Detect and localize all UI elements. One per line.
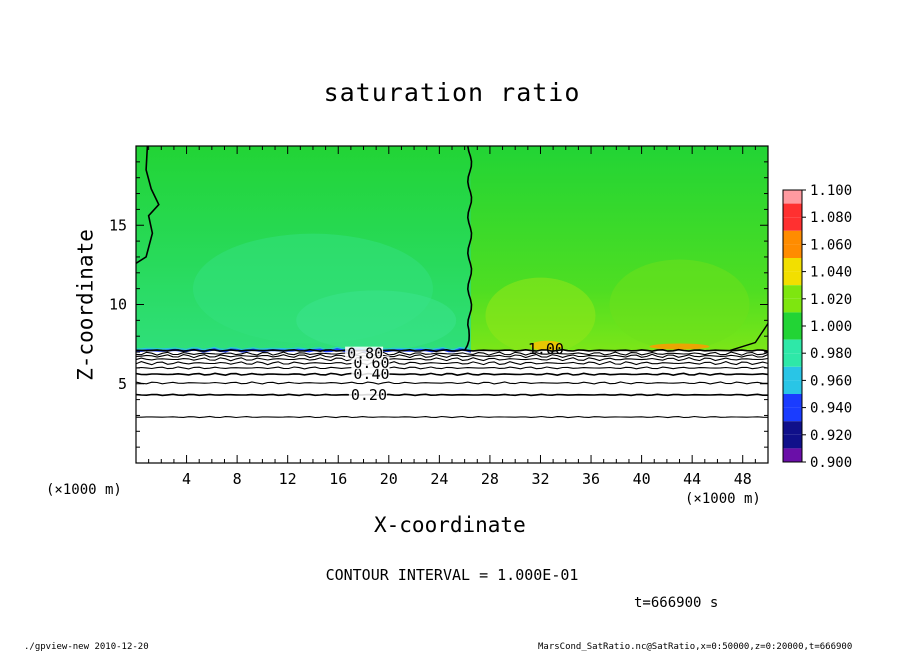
colorbar-swatch [783,421,802,435]
y-tick-label: 15 [109,216,127,234]
field-patch [609,259,750,350]
field-patch [649,343,710,350]
y-tick-label: 10 [109,296,127,314]
footer-right: MarsCond_SatRatio.nc@SatRatio,x=0:50000,… [538,642,853,652]
x-tick-label: 4 [182,470,191,488]
x-tick-label: 20 [380,470,398,488]
y-axis: 5 10 15 [109,145,768,464]
x-tick-label: 32 [531,470,549,488]
contour-line [136,372,768,377]
colorbar-swatch [783,448,802,462]
contour-label: 0.80 [347,345,383,363]
colorbar-label: 1.100 [810,183,852,199]
contour-label-bg [345,346,384,360]
x-axis-unit-right: (×1000 m) [685,491,761,507]
field-patch [296,290,457,351]
field-patch [485,277,596,354]
colorbar-swatch [783,271,802,286]
colorbar-label: 0.960 [810,373,852,389]
x-tick-label: 36 [582,470,600,488]
colorbar-label: 1.080 [810,210,852,226]
colorbar-swatch [783,339,802,354]
footer-left: ./gpview-new 2010-12-20 [24,642,149,652]
boundary-band-cyan [136,346,472,351]
contour-line-right [729,323,768,352]
colorbar-swatch [783,353,802,367]
contour-line-vertical [463,146,473,351]
colorbar-swatch [783,380,802,394]
chart-title: saturation ratio [323,78,581,107]
y-tick-label: 5 [118,375,127,393]
colorbar-swatch [783,366,802,381]
colorbar-swatch [783,407,802,422]
colorbar-swatch [783,434,802,449]
colorbar-swatch [783,230,802,245]
colorbar-label: 0.900 [810,455,852,471]
colorbar-swatch [783,217,802,231]
contour-line-left [136,146,160,264]
colorbar-label: 1.020 [810,292,852,308]
contour-line [136,361,768,366]
contour-line-1.00 [136,348,768,353]
colorbar-swatch [783,244,802,258]
field-patch [530,340,563,351]
x-tick-label: 12 [279,470,297,488]
contour-line [136,357,768,362]
contour-label-bg [348,387,387,401]
x-axis: 4 8 12 16 20 24 28 32 36 40 44 48 [135,146,769,488]
contour-line [136,393,768,397]
y-axis-label: Z-coordinate [73,229,98,381]
colorbar-swatch [783,312,802,326]
contour-line [136,351,768,356]
field-region-low [136,350,768,463]
contour-interval-text: CONTOUR INTERVAL = 1.000E-01 [325,566,579,584]
colorbar-swatch [783,203,802,218]
contour-line [136,415,768,419]
x-tick-label: 24 [430,470,448,488]
contour-label: 0.40 [353,365,389,383]
colorbar-swatch [783,326,802,340]
colorbar-label: 0.940 [810,401,852,417]
contour-line [136,353,768,359]
x-axis-label: X-coordinate [374,513,526,537]
x-tick-label: 48 [734,470,752,488]
colorbar-label: 1.040 [810,265,852,281]
colorbar: 0.900 0.920 0.940 0.960 0.980 1.000 1.020 1.040… [782,183,852,471]
x-tick-label: 40 [633,470,651,488]
colorbar-label: 1.000 [810,319,852,335]
contour-line [136,381,768,385]
colorbar-label: 0.980 [810,346,852,362]
time-label: t=666900 s [634,595,719,611]
x-axis-unit-left: (×1000 m) [46,482,122,498]
contour-label-bg [351,367,390,381]
contour-label: 0.20 [351,386,387,404]
colorbar-swatch [783,394,802,408]
colorbar-swatch [783,258,802,272]
plot-area: 0.200.400.600.80 1.00 [136,146,768,463]
x-tick-label: 16 [329,470,347,488]
x-tick-label: 44 [683,470,701,488]
colorbar-swatch [783,285,802,299]
x-tick-label: 8 [233,470,242,488]
colorbar-label: 0.920 [810,428,852,444]
contour-line [136,366,768,370]
colorbar-swatch [783,298,802,313]
field-patch [192,233,433,344]
colorbar-swatch [783,190,802,204]
x-tick-label: 28 [481,470,499,488]
contour-label: 1.00 [528,340,564,358]
colorbar-label: 1.060 [810,237,852,253]
